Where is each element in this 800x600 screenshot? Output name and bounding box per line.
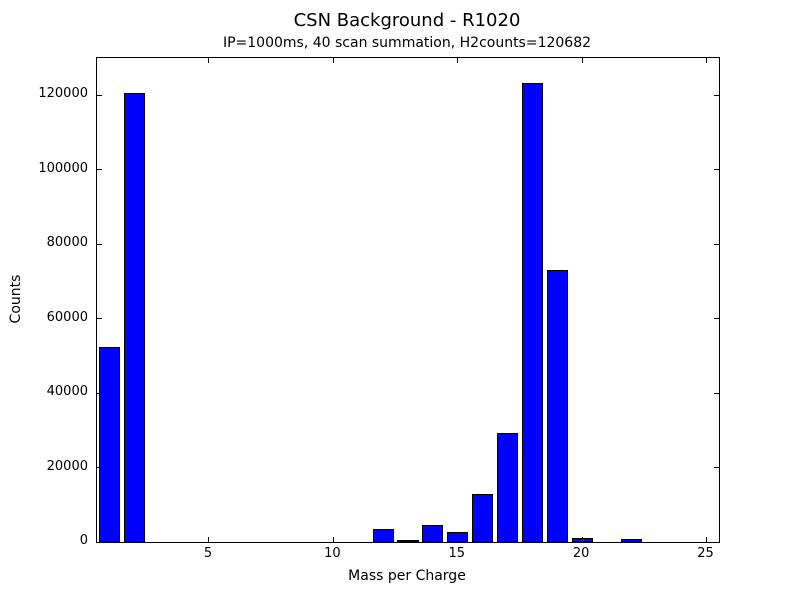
y-tick-label: 80000 (46, 235, 88, 251)
y-tick-mark (97, 467, 102, 469)
x-tick-mark (706, 537, 708, 542)
x-tick-mark (581, 537, 583, 542)
x-tick-mark (208, 537, 210, 542)
chart-subtitle: IP=1000ms, 40 scan summation, H2counts=1… (222, 35, 592, 51)
bar-mass-2 (123, 92, 145, 542)
x-tick-mark (332, 537, 334, 542)
bar-mass-13 (397, 539, 419, 542)
y-tick-label: 100000 (38, 160, 88, 176)
y-tick-mark (97, 94, 102, 96)
bar-mass-17 (496, 432, 519, 542)
x-tick-mark (208, 58, 210, 63)
y-tick-mark (714, 318, 719, 320)
y-tick-mark (97, 392, 102, 394)
y-axis-label-text: Counts (8, 274, 24, 324)
x-tick-mark (581, 58, 583, 63)
bar-mass-18 (521, 82, 543, 542)
y-tick-label: 120000 (38, 86, 88, 102)
chart-title: CSN Background - R1020 (293, 10, 521, 31)
bar-mass-12 (372, 528, 394, 542)
y-tick-mark (97, 541, 102, 543)
bar-mass-16 (472, 493, 494, 542)
y-tick-mark (714, 169, 719, 171)
x-tick-mark (332, 58, 334, 63)
x-axis-label: Mass per Charge (348, 568, 466, 584)
x-tick-label: 15 (448, 546, 466, 561)
y-tick-mark (714, 467, 719, 469)
x-tick-mark (457, 58, 459, 63)
y-tick-label: 0 (79, 533, 88, 548)
x-tick-label: 20 (572, 546, 590, 561)
plot-area (96, 57, 720, 543)
y-tick-mark (714, 243, 719, 245)
y-tick-label: 60000 (46, 309, 88, 325)
y-tick-mark (97, 169, 102, 171)
bar-mass-22 (621, 539, 643, 542)
x-tick-mark (457, 537, 459, 542)
x-tick-label: 10 (324, 546, 341, 561)
bar-mass-14 (422, 524, 444, 542)
x-tick-mark (706, 58, 708, 63)
x-tick-label: 25 (697, 546, 714, 561)
y-tick-label: 20000 (46, 458, 88, 474)
bar-mass-1 (98, 346, 120, 542)
bar-mass-19 (546, 270, 568, 542)
y-tick-mark (714, 541, 719, 543)
y-tick-label: 40000 (46, 384, 88, 400)
x-tick-label: 5 (203, 546, 213, 561)
y-tick-mark (97, 318, 102, 320)
y-tick-mark (97, 243, 102, 245)
y-tick-mark (714, 392, 719, 394)
y-tick-mark (714, 94, 719, 96)
